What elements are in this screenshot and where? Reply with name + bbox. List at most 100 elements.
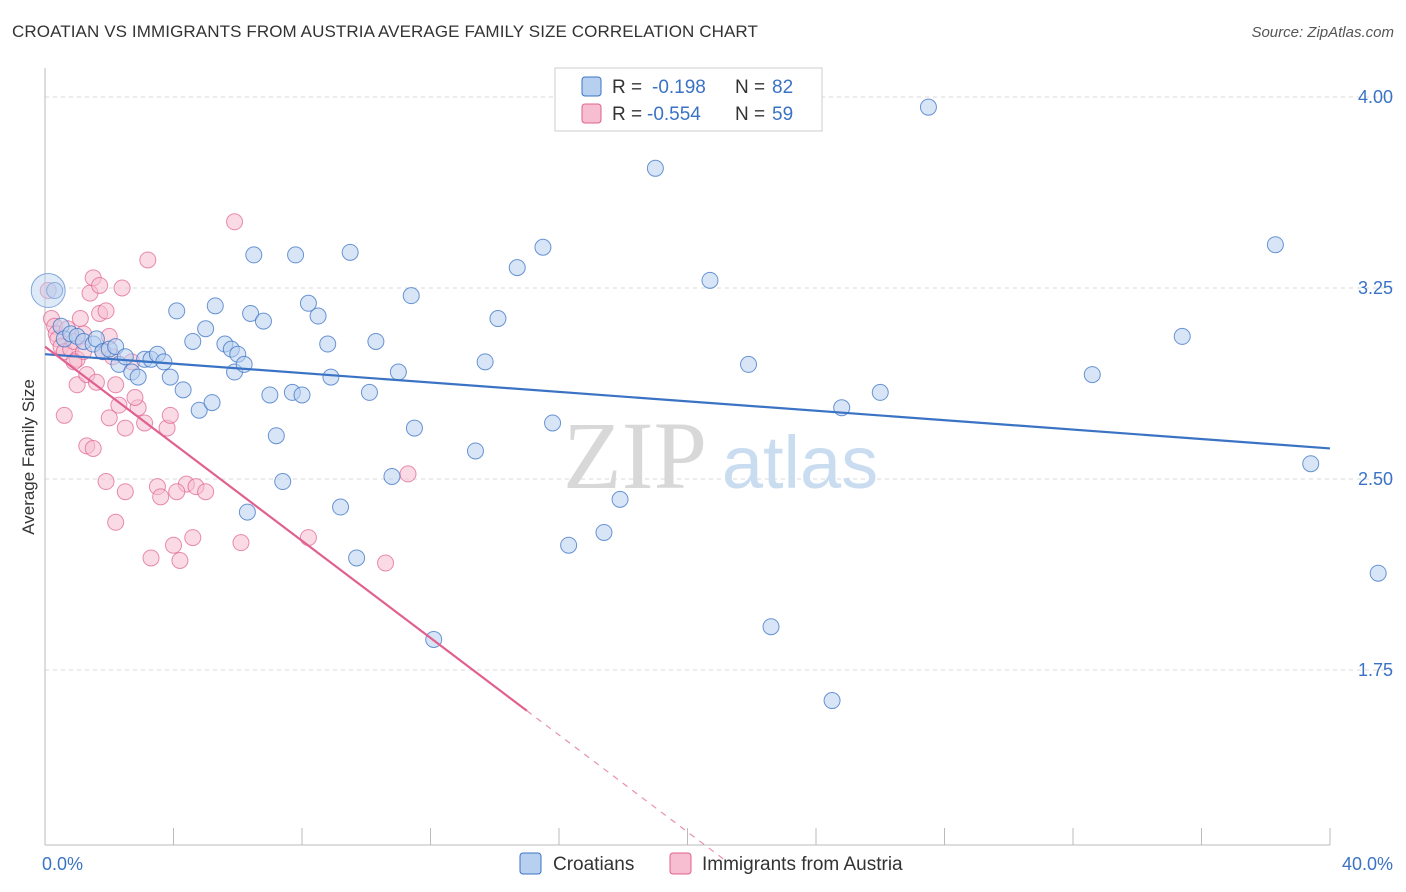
point-austria	[232, 534, 250, 552]
point-croatians	[287, 246, 305, 264]
point-croatians	[389, 363, 407, 381]
point-austria	[139, 251, 157, 269]
point-croatians	[595, 523, 613, 541]
point-croatians	[254, 312, 272, 330]
trend-line-croatians	[44, 353, 1331, 450]
point-croatians	[1083, 366, 1101, 384]
point-austria	[152, 488, 170, 506]
point-croatians	[261, 386, 279, 404]
point-croatians	[161, 368, 179, 386]
point-austria	[226, 213, 244, 231]
point-austria	[165, 536, 182, 554]
y-axis-title: Average Family Size	[19, 379, 38, 535]
point-croatians	[293, 386, 311, 404]
legend-swatch-croatians	[581, 76, 602, 97]
point-croatians	[1302, 455, 1320, 473]
axes	[44, 68, 1331, 846]
point-croatians	[1173, 327, 1191, 345]
point-croatians	[332, 498, 350, 516]
point-croatians	[168, 302, 186, 320]
trend-line-austria-extension	[526, 710, 727, 862]
trend-lines	[44, 345, 1331, 862]
point-croatians	[309, 307, 327, 325]
legend-swatch-austria	[581, 103, 602, 124]
tick-labels: 1.75 2.50 3.25 4.00 0.0% 40.0%	[42, 87, 1393, 874]
point-austria	[91, 276, 109, 294]
point-austria	[87, 373, 105, 391]
legend-n-label-1: N =	[735, 77, 765, 98]
point-croatians	[823, 692, 841, 710]
source-credit: Source: ZipAtlas.com	[1251, 24, 1394, 41]
point-croatians	[299, 294, 317, 312]
grid-lines	[45, 96, 1395, 671]
point-croatians	[242, 304, 260, 322]
point-austria	[377, 554, 395, 572]
point-croatians	[348, 549, 366, 567]
point-croatians	[476, 353, 494, 371]
y-tick-label: 1.75	[1358, 660, 1393, 680]
point-austria	[97, 302, 115, 320]
point-croatians	[116, 348, 134, 366]
point-austria	[116, 419, 134, 437]
point-croatians	[740, 355, 758, 373]
watermark-zip: ZIP	[563, 402, 707, 509]
x-tick-label-max: 40.0%	[1342, 854, 1393, 874]
point-croatians	[1369, 564, 1387, 582]
y-tick-label: 4.00	[1358, 87, 1393, 107]
bottom-legend: Croatians Immigrants from Austria	[519, 852, 903, 875]
bottom-legend-swatch-austria	[669, 852, 692, 875]
point-croatians	[360, 383, 378, 401]
point-croatians	[341, 243, 359, 261]
x-tick-label-min: 0.0%	[42, 854, 83, 874]
point-croatians	[203, 394, 221, 412]
point-croatians	[383, 467, 401, 485]
legend-n-value-2: 59	[772, 104, 793, 125]
legend-r-value-2: -0.554	[647, 104, 701, 125]
point-austria	[84, 439, 102, 457]
point-croatians	[1266, 236, 1284, 254]
point-croatians	[274, 473, 292, 491]
point-austria	[299, 529, 317, 547]
watermark: ZIP atlas	[563, 402, 878, 509]
legend: R = -0.198 N = 82 R = -0.554 N = 59	[554, 67, 823, 132]
legend-n-value-1: 82	[772, 77, 793, 98]
point-croatians	[129, 368, 147, 386]
legend-n-label-2: N =	[735, 104, 765, 125]
series-austria-points	[39, 213, 417, 572]
point-croatians	[466, 442, 484, 460]
point-austria	[107, 376, 125, 394]
point-austria	[100, 409, 118, 427]
point-croatians	[206, 297, 224, 315]
legend-r-value-1: -0.198	[652, 77, 706, 98]
point-croatians	[762, 618, 780, 636]
point-austria	[126, 389, 144, 407]
point-croatians	[319, 335, 337, 353]
point-croatians	[245, 246, 263, 264]
point-croatians-large	[30, 273, 66, 309]
trend-line-austria	[44, 345, 528, 712]
point-austria	[184, 529, 202, 547]
point-croatians	[544, 414, 562, 432]
y-tick-label: 3.25	[1358, 278, 1393, 298]
point-croatians	[238, 503, 256, 521]
point-austria	[107, 513, 125, 531]
point-croatians	[534, 238, 552, 256]
point-croatians	[174, 381, 192, 399]
series-croatians-points	[30, 98, 1387, 710]
point-croatians	[267, 427, 285, 445]
point-croatians	[197, 320, 215, 338]
point-austria	[116, 483, 134, 501]
point-austria	[55, 406, 73, 424]
point-croatians	[46, 282, 64, 300]
point-croatians	[611, 490, 629, 508]
legend-r-label-1: R =	[612, 77, 642, 98]
point-austria	[197, 483, 215, 501]
point-croatians	[560, 536, 578, 554]
y-tick-label: 2.50	[1358, 469, 1393, 489]
point-austria	[113, 279, 131, 297]
point-croatians	[919, 98, 937, 116]
point-croatians	[489, 310, 507, 328]
point-austria	[97, 473, 115, 491]
point-austria	[168, 483, 186, 501]
